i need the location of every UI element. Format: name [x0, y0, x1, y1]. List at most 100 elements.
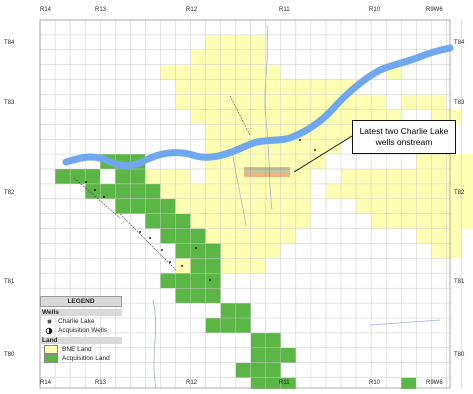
legend-land-heading: Land	[40, 337, 122, 344]
legend-acquisition-land: Acquisition Land	[40, 354, 122, 363]
range-label-top: R11	[279, 7, 290, 13]
bne-land-parcel	[401, 94, 447, 110]
bne-land-parcel	[145, 198, 311, 214]
well-marker	[103, 196, 105, 198]
acquisition-land-layer	[55, 154, 417, 394]
map-border	[39, 19, 451, 389]
acquisition-land-parcel	[145, 183, 161, 199]
acquisition-land-parcel	[145, 198, 161, 214]
township-label-right: T83	[454, 100, 465, 106]
bne-land-swatch	[44, 345, 58, 354]
callout-box: Latest two Charlie Lake wells onstream	[352, 120, 456, 154]
township-label-left: T84	[4, 40, 15, 46]
acquisition-land-parcel	[115, 169, 131, 184]
township-label-left: T82	[4, 190, 15, 196]
acquisition-land-parcel	[220, 318, 236, 333]
acquisition-land-parcel	[160, 228, 176, 244]
range-label-bottom: R11	[279, 380, 290, 386]
road	[231, 149, 247, 227]
acquisition-land-parcel	[55, 169, 71, 184]
callout-leader	[293, 135, 353, 173]
bne-land-parcel	[356, 198, 473, 214]
roads-layer	[152, 24, 441, 389]
bne-land-parcel	[341, 169, 417, 184]
acquisition-land-parcel	[85, 183, 101, 199]
well-marker	[181, 265, 183, 267]
bne-land-parcel	[416, 213, 473, 229]
acquisition-land-parcel	[205, 258, 221, 274]
acquisition-land-parcel	[401, 377, 417, 393]
well-marker	[85, 181, 87, 183]
acquisition-land-parcel	[115, 198, 131, 214]
charlie-lake-well-icon	[44, 318, 54, 325]
well-marker	[195, 247, 197, 249]
well-marker	[139, 231, 141, 233]
river	[62, 44, 454, 170]
legend-acquisition-wells-label: Acquisition Wells	[58, 327, 108, 334]
acquisition-land-parcel	[160, 213, 176, 229]
range-label-top: R10	[369, 7, 381, 13]
bne-land-parcel	[416, 228, 462, 244]
range-label-top: R13	[95, 7, 107, 13]
acquisition-land-parcel	[190, 258, 206, 274]
acquisition-land-parcel	[190, 228, 206, 244]
legend-acquisition-wells: Acquisition Wells	[40, 326, 122, 335]
road	[264, 24, 273, 211]
wells-layer	[73, 95, 316, 281]
township-label-right: T84	[454, 40, 465, 46]
range-label-bottom: R14	[40, 380, 52, 386]
acquisition-land-parcel	[250, 332, 266, 348]
acquisition-land-parcel	[190, 273, 206, 289]
acquisition-land-parcel	[175, 243, 191, 259]
acquisition-land-parcel	[235, 318, 251, 333]
well-marker	[169, 261, 171, 263]
acquisition-land-parcel	[190, 243, 206, 259]
township-label-left: T81	[4, 279, 15, 285]
acquisition-land-parcel	[265, 332, 281, 348]
township-label-right: T82	[454, 190, 465, 196]
bne-land-parcel	[205, 169, 311, 184]
well-trace	[119, 213, 177, 271]
well-marker	[209, 279, 211, 281]
acquisition-well-icon	[44, 327, 54, 335]
acquisition-land-parcel	[265, 362, 281, 378]
acquisition-land-parcel	[115, 183, 131, 199]
bne-land-parcel	[416, 154, 473, 169]
acquisition-land-parcel	[190, 288, 206, 304]
well-marker	[314, 149, 316, 151]
well-marker	[94, 189, 96, 191]
township-label-right: T81	[454, 279, 465, 285]
bne-land-parcel	[190, 49, 266, 65]
acquisition-land-parcel	[250, 347, 266, 363]
range-label-bottom: R10	[369, 380, 381, 386]
range-label-bottom: R13	[95, 380, 107, 386]
range-label-top: R9W6	[426, 7, 443, 13]
legend-wells-heading: Wells	[40, 309, 122, 316]
acquisition-land-parcel	[205, 288, 221, 304]
acquisition-land-parcel	[130, 198, 146, 214]
legend-title: LEGEND	[40, 296, 122, 307]
acquisition-land-parcel	[175, 273, 191, 289]
legend-bne-land-label: BNE Land	[62, 346, 92, 353]
road	[369, 319, 441, 326]
township-label-left: T80	[4, 352, 15, 358]
acquisition-land-parcel	[250, 377, 266, 393]
acquisition-land-parcel	[250, 362, 266, 378]
acquisition-land-parcel	[220, 303, 236, 318]
acquisition-land-parcel	[130, 169, 146, 184]
acquisition-land-swatch	[44, 354, 58, 363]
acquisition-land-parcel	[175, 213, 191, 229]
acquisition-land-parcel	[160, 198, 176, 214]
acquisition-land-parcel	[175, 228, 191, 244]
bne-land-parcel	[371, 213, 417, 229]
acquisition-land-parcel	[265, 347, 281, 363]
acquisition-land-parcel	[280, 347, 296, 363]
acquisition-land-parcel	[205, 243, 221, 259]
well-trace	[73, 177, 121, 219]
acquisition-land-parcel	[235, 303, 251, 318]
township-label-right: T80	[454, 352, 465, 358]
bne-land-parcel	[416, 169, 473, 184]
acquisition-land-parcel	[70, 169, 86, 184]
